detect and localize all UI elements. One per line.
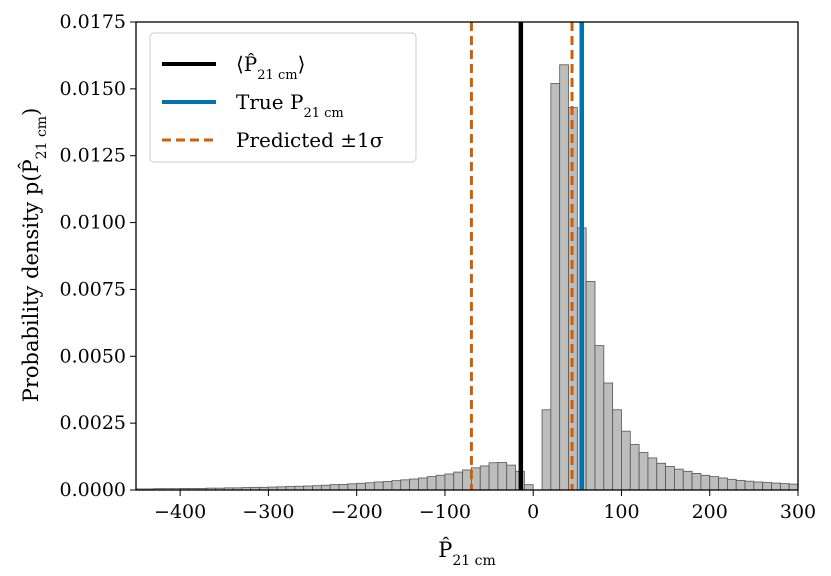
histogram-bar [329, 484, 340, 491]
histogram-bar [488, 462, 499, 491]
legend-label-mean: ⟨P̂21 cm⟩ [236, 52, 305, 83]
histogram-bar [418, 477, 428, 491]
histogram-bar [612, 409, 622, 491]
histogram-bar [700, 474, 711, 491]
y-tick-label: 0.0075 [60, 278, 126, 300]
histogram-bar [479, 465, 490, 491]
x-tick-label: 100 [603, 501, 639, 523]
histogram-bar [788, 483, 799, 491]
x-axis-label: P̂21 cm [438, 538, 496, 569]
reference-lines [469, 22, 584, 490]
legend: ⟨P̂21 cm⟩ True P21 cm Predicted ±1σ [149, 32, 417, 163]
histogram-bar [753, 481, 764, 491]
histogram-bar [718, 477, 728, 491]
legend-box [149, 32, 417, 163]
histogram-bar [682, 470, 693, 491]
y-tick-label: 0.0050 [60, 345, 126, 367]
histogram-bar [709, 476, 719, 491]
histogram-bar [453, 471, 463, 491]
histogram-bar [726, 478, 737, 491]
y-tick-label: 0.0175 [60, 11, 126, 33]
histogram-bar [665, 466, 675, 491]
histogram-bar [762, 482, 772, 491]
legend-label-true: True P21 cm [236, 90, 344, 121]
histogram-bar [647, 457, 658, 491]
histogram-bar [629, 444, 640, 491]
histogram-bar [320, 484, 331, 491]
y-axis-label: Probability density p(P̂21 cm) [19, 108, 50, 403]
histogram-bar [444, 473, 455, 491]
histogram-bar [674, 468, 684, 491]
x-tick-label: −200 [331, 501, 383, 523]
histogram-bar [400, 479, 411, 491]
plot-frame [135, 21, 799, 491]
histogram-bar [347, 483, 358, 491]
x-tick-label: 0 [527, 501, 539, 523]
histogram-bar [365, 482, 375, 491]
y-tick-label: 0.0100 [60, 212, 126, 234]
y-tick-label: 0.0125 [60, 145, 126, 167]
x-tick-label: −300 [242, 501, 294, 523]
x-tick-label: −400 [154, 501, 206, 523]
histogram-bar [656, 462, 666, 491]
histogram-bar [497, 462, 508, 491]
histogram-bar [550, 83, 561, 491]
histogram-bar [691, 473, 702, 491]
legend-label-predicted: Predicted ±1σ [236, 128, 384, 152]
histogram-bar [559, 64, 569, 491]
histogram-bar [523, 484, 534, 491]
y-tick-label: 0.0025 [60, 412, 126, 434]
histogram-bar [338, 483, 349, 491]
histogram-bar [382, 481, 393, 491]
histogram-bar [541, 409, 552, 491]
x-tick-label: 200 [692, 501, 728, 523]
histogram-bar [506, 464, 516, 491]
histogram-bar [391, 480, 402, 491]
histogram-bar [409, 478, 419, 491]
histogram-bar [735, 479, 746, 491]
x-axis-ticks: −400 −300 −200 −100 0 100 200 300 [154, 490, 816, 523]
histogram-bar [638, 452, 649, 491]
histogram-bar [779, 483, 790, 491]
x-tick-label: −100 [419, 501, 471, 523]
histogram-bar [356, 482, 366, 491]
histogram-bar [435, 474, 446, 491]
histogram-bar [744, 480, 755, 491]
y-tick-label: 0.0000 [60, 479, 126, 501]
y-tick-label: 0.0150 [60, 78, 126, 100]
histogram-bar [594, 345, 605, 491]
histogram-bar [585, 281, 596, 491]
histogram-bar [771, 482, 781, 491]
y-axis-ticks: 0.0000 0.0025 0.0050 0.0075 0.0100 0.0125 0.01… [60, 11, 136, 501]
histogram-bar [373, 481, 384, 491]
histogram-bar [621, 430, 631, 491]
x-tick-label: 300 [780, 501, 816, 523]
histogram-bar [426, 476, 437, 491]
histogram-bar [603, 382, 614, 491]
